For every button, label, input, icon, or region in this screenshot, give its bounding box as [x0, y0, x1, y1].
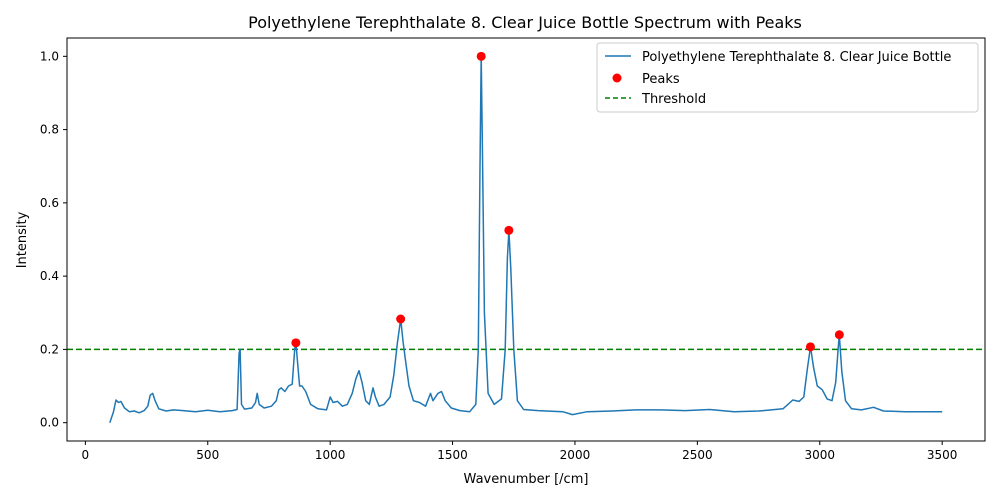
x-tick-label: 1500: [437, 448, 468, 462]
x-tick-label: 3000: [804, 448, 835, 462]
y-tick-label: 0.4: [40, 269, 59, 283]
peak-marker: [396, 314, 406, 324]
spectrum-line-layer: [109, 55, 943, 423]
x-tick-label: 2500: [682, 448, 713, 462]
x-tick-label: 1000: [315, 448, 346, 462]
legend-label-peaks: Peaks: [642, 72, 680, 87]
y-tick-label: 1.0: [40, 49, 59, 63]
y-tick-label: 0.0: [40, 416, 59, 430]
x-axis: 0 500 1000 1500 2000 2500 3000 3500: [82, 441, 958, 462]
legend-label-threshold: Threshold: [641, 92, 706, 107]
y-tick-label: 0.2: [40, 342, 59, 356]
peak-marker: [834, 330, 844, 340]
x-tick-label: 0: [82, 448, 90, 462]
peak-marker: [476, 51, 486, 61]
y-tick-label: 0.6: [40, 196, 59, 210]
peaks-layer: [291, 51, 844, 352]
chart-title: Polyethylene Terephthalate 8. Clear Juic…: [248, 13, 802, 32]
y-tick-label: 0.8: [40, 123, 59, 137]
legend-marker-swatch: [612, 73, 622, 83]
x-tick-label: 3500: [927, 448, 958, 462]
peak-marker: [504, 225, 514, 235]
legend-label-spectrum: Polyethylene Terephthalate 8. Clear Juic…: [642, 50, 951, 65]
peak-marker: [291, 338, 301, 348]
legend-box: [596, 42, 979, 113]
x-tick-label: 2000: [560, 448, 591, 462]
y-axis: 0.0 0.2 0.4 0.6 0.8 1.0: [40, 49, 67, 430]
y-axis-label: Intensity: [15, 211, 30, 268]
plot-border: [66, 37, 986, 442]
spectrum-line: [109, 55, 943, 423]
peak-marker: [805, 342, 815, 352]
legend: Polyethylene Terephthalate 8. Clear Juic…: [596, 42, 979, 113]
x-tick-label: 500: [196, 448, 219, 462]
x-axis-label: Wavenumber [/cm]: [464, 472, 589, 487]
